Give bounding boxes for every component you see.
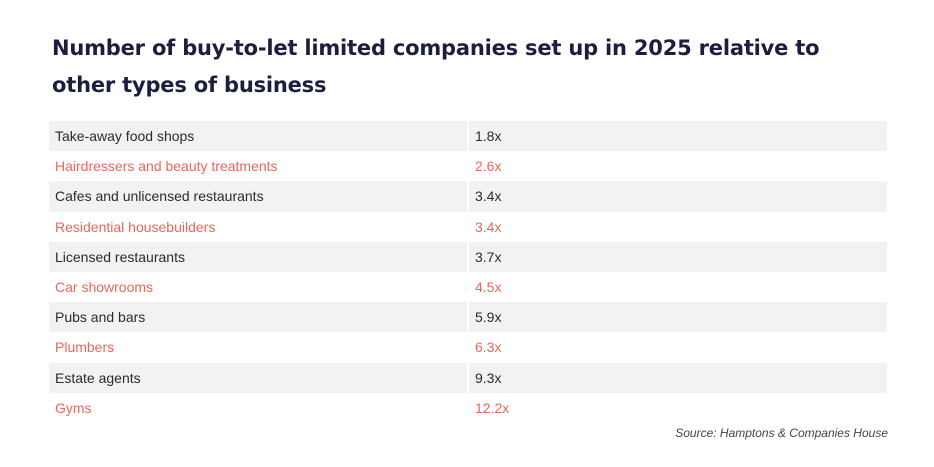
table-row: Take-away food shops 1.8x (49, 121, 887, 152)
row-value: 6.3x (475, 339, 502, 356)
row-value: 4.5x (475, 279, 502, 296)
table-row: Plumbers 6.3x (49, 332, 887, 363)
row-label: Licensed restaurants (49, 241, 469, 272)
row-value: 1.8x (475, 128, 502, 145)
row-label: Cafes and unlicensed restaurants (49, 181, 469, 212)
table-row: Pubs and bars 5.9x (49, 302, 887, 333)
table-row: Hairdressers and beauty treatments 2.6x (49, 151, 887, 182)
chart-title: Number of buy-to-let limited companies s… (52, 36, 820, 97)
table-row: Residential housebuilders 3.4x (49, 211, 887, 242)
row-value: 3.4x (475, 218, 502, 235)
row-label: Residential housebuilders (49, 211, 469, 242)
row-value: 9.3x (475, 369, 502, 386)
row-value: 2.6x (475, 158, 502, 175)
source-note: Source: Hamptons & Companies House (675, 426, 888, 440)
row-label: Pubs and bars (49, 302, 469, 333)
row-label: Car showrooms (49, 271, 469, 303)
table-row: Car showrooms 4.5x (49, 271, 887, 303)
row-label: Take-away food shops (49, 121, 469, 152)
row-value: 3.4x (475, 188, 502, 205)
row-value: 3.7x (475, 248, 502, 265)
table-row: Cafes and unlicensed restaurants 3.4x (49, 181, 887, 212)
row-value: 5.9x (475, 309, 502, 326)
row-label: Gyms (49, 392, 469, 423)
table-row: Estate agents 9.3x (49, 362, 887, 393)
row-label: Hairdressers and beauty treatments (49, 151, 469, 182)
row-label: Estate agents (49, 362, 469, 393)
table-row: Licensed restaurants 3.7x (49, 241, 887, 272)
data-table: Take-away food shops 1.8x Hairdressers and… (49, 121, 887, 423)
row-label: Plumbers (49, 332, 469, 363)
row-value: 12.2x (475, 399, 510, 416)
table-row: Gyms 12.2x (49, 392, 887, 423)
